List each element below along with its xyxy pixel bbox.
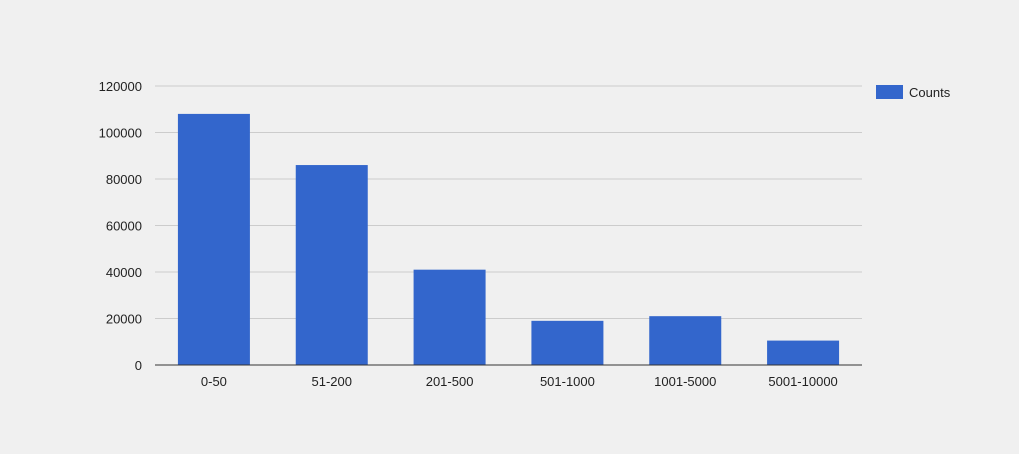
y-axis-ticks: 0 20000 40000 60000 80000 100000 120000 bbox=[99, 79, 142, 373]
y-tick-label: 20000 bbox=[106, 312, 142, 327]
y-tick-label: 100000 bbox=[99, 126, 142, 141]
x-axis-ticks: 0-50 51-200 201-500 501-1000 1001-5000 5001-1… bbox=[201, 374, 838, 389]
gridlines bbox=[155, 85, 862, 319]
y-tick-label: 60000 bbox=[106, 219, 142, 234]
bar-1001-5000[interactable] bbox=[649, 316, 722, 365]
x-tick-label: 201-500 bbox=[426, 374, 474, 389]
x-tick-label: 1001-5000 bbox=[654, 374, 716, 389]
bar-201-500[interactable] bbox=[413, 269, 486, 365]
bar-51-200[interactable] bbox=[295, 165, 368, 365]
x-tick-label: 0-50 bbox=[201, 374, 227, 389]
y-tick-label: 120000 bbox=[99, 79, 142, 94]
y-tick-label: 40000 bbox=[106, 265, 142, 280]
x-tick-label: 5001-10000 bbox=[768, 374, 837, 389]
legend-swatch bbox=[876, 85, 903, 99]
x-tick-label: 51-200 bbox=[312, 374, 352, 389]
bar-0-50[interactable] bbox=[177, 113, 250, 366]
bar-5001-10000[interactable] bbox=[767, 340, 840, 365]
y-tick-label: 0 bbox=[135, 358, 142, 373]
x-tick-label: 501-1000 bbox=[540, 374, 595, 389]
legend-label: Counts bbox=[909, 85, 951, 100]
legend: Counts bbox=[876, 85, 951, 100]
bar-501-1000[interactable] bbox=[531, 320, 604, 365]
y-tick-label: 80000 bbox=[106, 172, 142, 187]
bars bbox=[177, 113, 840, 366]
